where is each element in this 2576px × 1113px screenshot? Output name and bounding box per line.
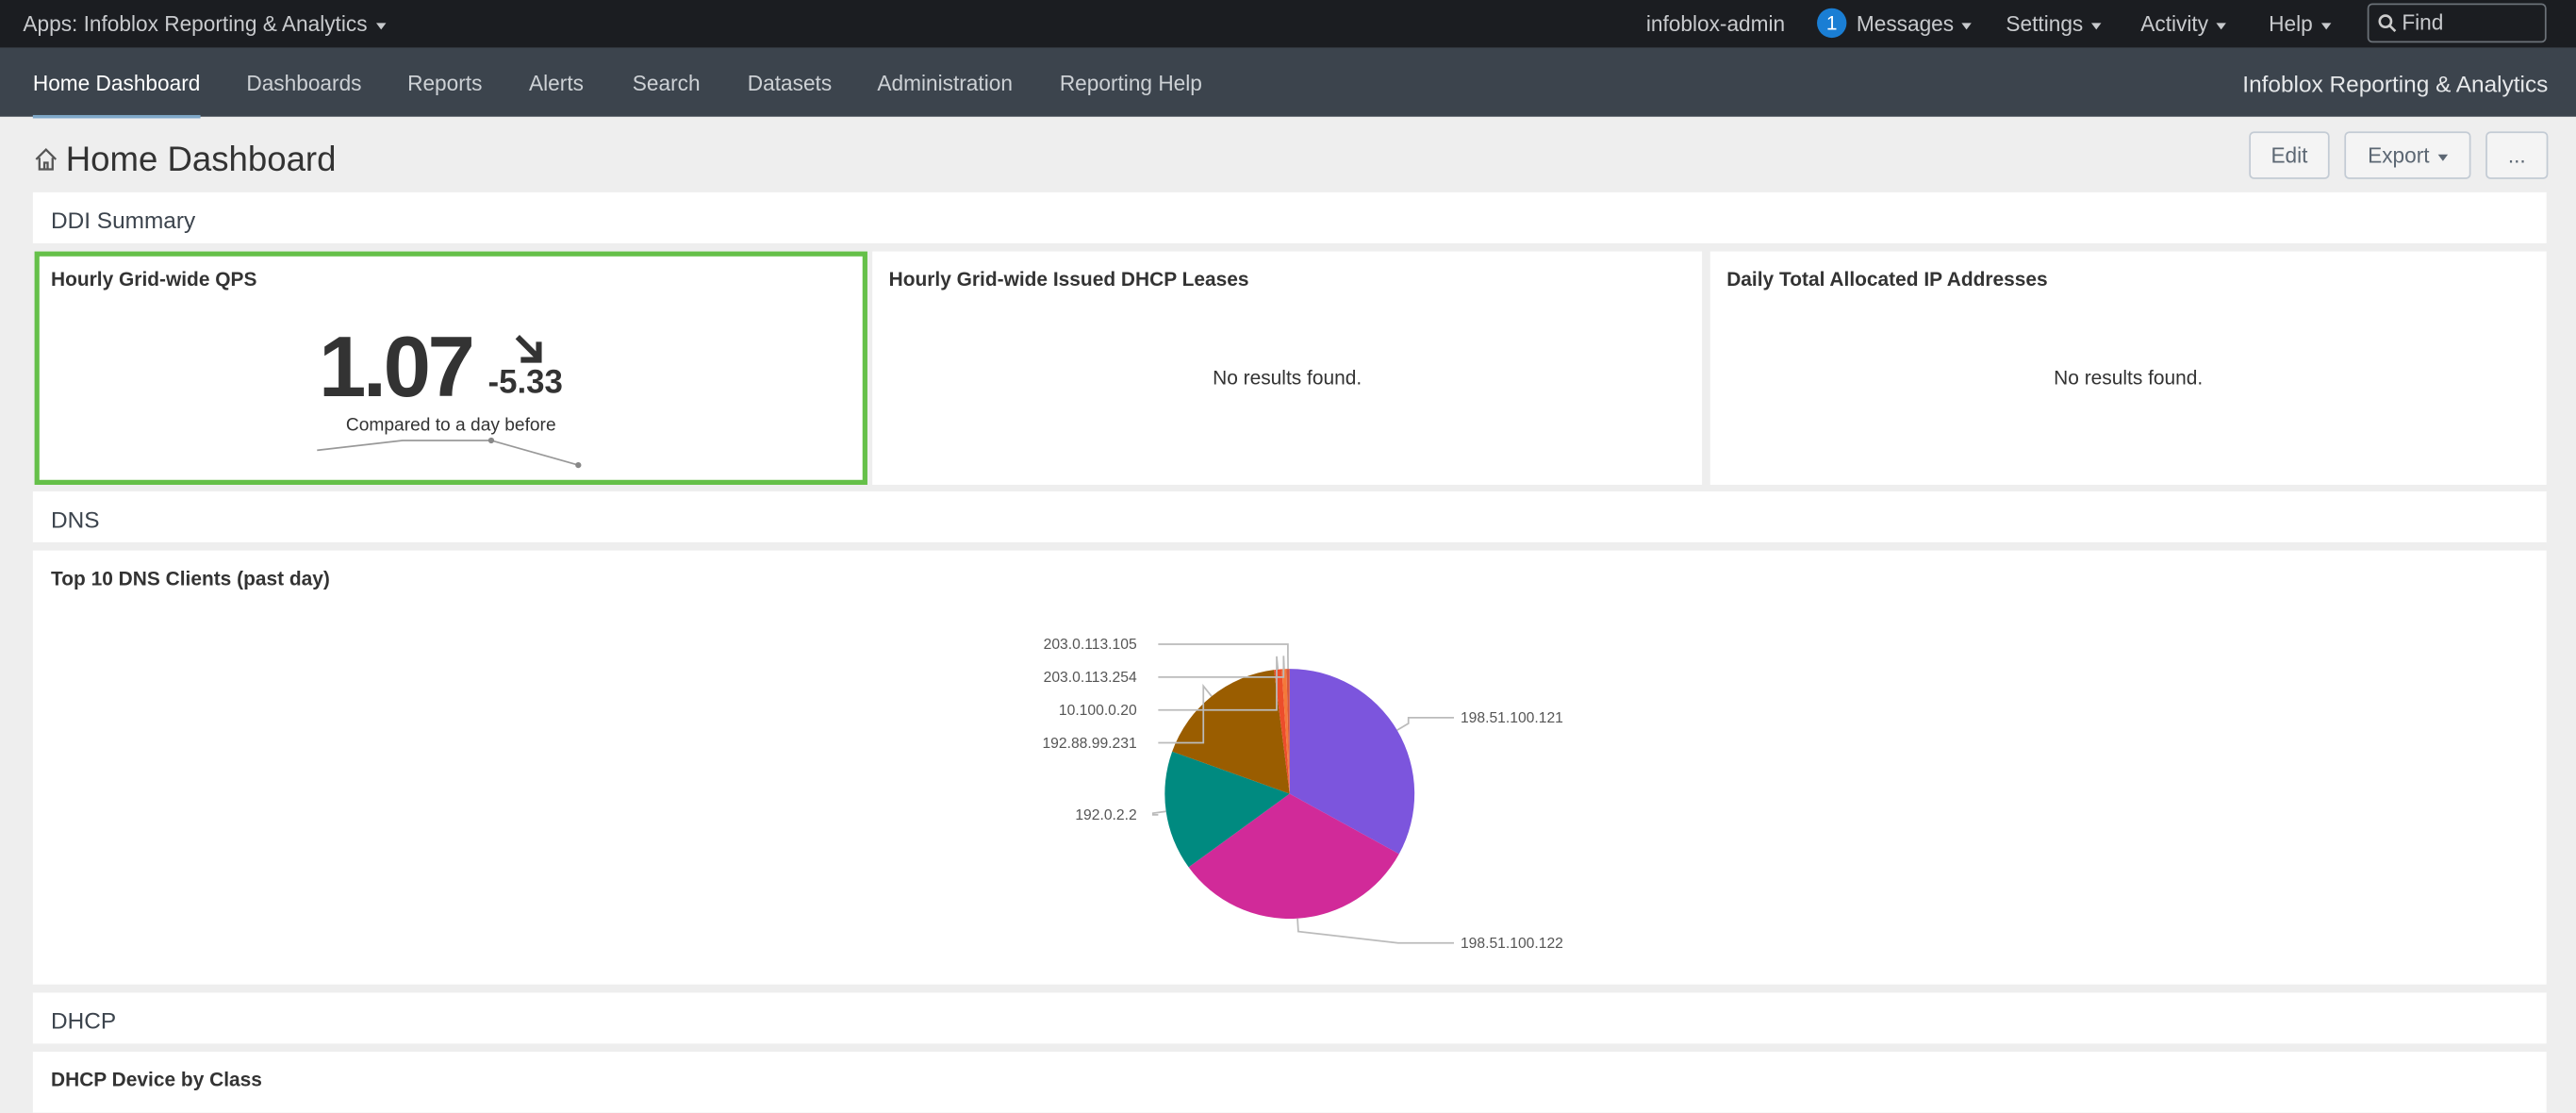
leader-line (1296, 918, 1454, 944)
help-menu[interactable]: Help (2269, 11, 2331, 36)
section-header: DNS (32, 490, 2547, 542)
pie-slice (1281, 669, 1290, 794)
allocated-panel: Daily Total Allocated IP Addresses No re… (1709, 251, 2547, 485)
slice-label: 198.51.100.121 (1461, 710, 1563, 726)
caption: Compared to a day before (345, 415, 556, 436)
panel-title: Hourly Grid-wide Issued DHCP Leases (888, 268, 1249, 291)
pie-slice (1289, 669, 1415, 855)
top-bar: Apps: Infoblox Reporting & Analytics inf… (0, 0, 2576, 48)
section-header: DHCP (32, 992, 2547, 1044)
no-results: No results found. (1213, 366, 1362, 390)
pie-slice (1286, 669, 1290, 794)
qps-panel: Hourly Grid-wide QPS 1.07 -5.33 Compared… (34, 251, 867, 485)
trend-arrow (515, 335, 542, 363)
activity-menu[interactable]: Activity (2140, 11, 2226, 36)
user-menu[interactable]: infoblox-admin (1645, 11, 1786, 37)
search-icon (2378, 14, 2397, 33)
slice-label: 198.51.100.122 (1461, 936, 1563, 952)
home-icon (35, 147, 58, 171)
leader-line (1158, 683, 1213, 744)
nav-item[interactable]: Administration (877, 70, 1013, 96)
dhcp-panel: DHCP Device by Class (32, 1052, 2547, 1113)
nav-bar: Infoblox Reporting & Analytics Home Dash… (0, 47, 2576, 119)
more-button[interactable]: ... (2485, 131, 2549, 179)
find-box[interactable]: Find (2367, 3, 2547, 43)
sparkline (317, 437, 582, 469)
delta-value: -5.33 (487, 364, 563, 402)
nav-item[interactable]: Reports (407, 70, 483, 96)
no-results: No results found. (2054, 366, 2204, 390)
export-button[interactable]: Export (2344, 131, 2471, 179)
nav-item[interactable]: Home Dashboard (32, 71, 201, 119)
find-placeholder: Find (2402, 9, 2444, 35)
dns-panel: Top 10 DNS Clients (past day) 198.51.100… (32, 550, 2547, 985)
slice-label: 10.100.0.20 (1059, 703, 1137, 719)
messages-menu[interactable]: Messages (1857, 11, 1972, 36)
pie-chart: 198.51.100.121 198.51.100.122 192.0.2.2 192… (1042, 637, 1563, 952)
leader-line (1396, 716, 1454, 731)
nav-item[interactable]: Alerts (529, 70, 584, 96)
nav-item[interactable]: Reporting Help (1059, 70, 1202, 96)
pie-slice (1188, 793, 1399, 919)
section-header: DDI Summary (32, 191, 2547, 243)
app-menu[interactable]: Apps: Infoblox Reporting & Analytics (23, 11, 385, 36)
leader-line (1158, 656, 1280, 711)
slice-label: 192.88.99.231 (1042, 736, 1136, 752)
settings-menu[interactable]: Settings (2006, 11, 2101, 36)
leader-line (1151, 810, 1166, 816)
pie-slice (1164, 751, 1290, 868)
brand: Infoblox Reporting & Analytics (2242, 70, 2549, 97)
panel-title: DHCP Device by Class (51, 1068, 262, 1091)
dashboard-title: Home Dashboard (65, 141, 337, 179)
pie-slice (1172, 670, 1290, 794)
panel-title: Hourly Grid-wide QPS (51, 268, 257, 291)
messages-badge: 1 (1817, 8, 1847, 39)
nav-item[interactable]: Datasets (747, 70, 833, 96)
single-value: 1.07 (319, 320, 475, 416)
slice-label: 192.0.2.2 (1075, 807, 1136, 823)
nav-item[interactable]: Search (632, 70, 701, 96)
leases-panel: Hourly Grid-wide Issued DHCP Leases No r… (872, 251, 1703, 485)
nav-item[interactable]: Dashboards (246, 70, 362, 96)
slice-label: 203.0.113.254 (1044, 670, 1137, 686)
slice-label: 203.0.113.105 (1044, 637, 1137, 653)
leader-line (1158, 656, 1285, 678)
edit-button[interactable]: Edit (2249, 131, 2330, 179)
pie-slice (1274, 669, 1290, 794)
leader-line (1158, 643, 1289, 670)
panel-title: Daily Total Allocated IP Addresses (1726, 268, 2048, 291)
panel-title: Top 10 DNS Clients (past day) (51, 567, 330, 590)
